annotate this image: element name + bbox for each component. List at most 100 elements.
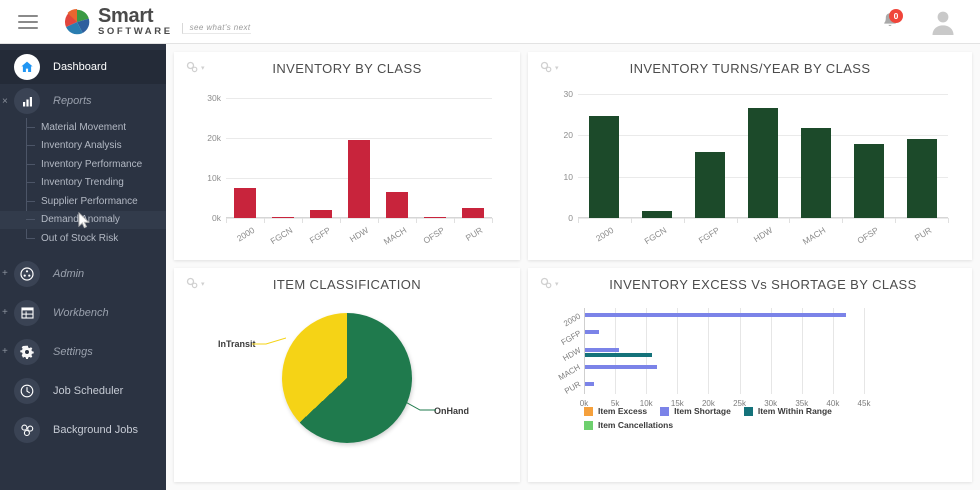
header-actions: 0 bbox=[880, 7, 958, 37]
panel-excess-vs-shortage: ▾ INVENTORY EXCESS Vs SHORTAGE BY CLASS … bbox=[528, 268, 972, 482]
chart-settings-icon[interactable]: ▾ bbox=[540, 61, 559, 74]
pie-leader-intransit bbox=[252, 337, 286, 345]
sidebar-subitem-inventory-performance[interactable]: Inventory Performance bbox=[0, 155, 166, 174]
x-axis-tick bbox=[378, 218, 379, 223]
x-axis-tick-label: 40k bbox=[826, 399, 840, 408]
bar[interactable] bbox=[906, 139, 937, 218]
bar[interactable] bbox=[424, 216, 446, 218]
sidebar-item-label: Workbench bbox=[53, 306, 109, 319]
chevron-down-icon: ▾ bbox=[555, 64, 559, 72]
sidebar-item-workbench[interactable]: + Workbench bbox=[0, 296, 166, 330]
hamburger-icon[interactable] bbox=[18, 14, 38, 29]
bar-chart-inventory-turns: 0 10 20 30 2000 FGCN FGFP HDW MACH OFSP PUR bbox=[564, 89, 949, 247]
legend-item[interactable]: Item Cancellations bbox=[584, 420, 673, 430]
submenu-tick bbox=[26, 126, 35, 128]
bar[interactable] bbox=[585, 352, 653, 357]
x-axis-tick bbox=[340, 218, 341, 223]
top-header: Smart SOFTWARE see what's next 0 bbox=[0, 0, 980, 44]
settings-expand-toggle[interactable]: + bbox=[2, 346, 8, 357]
sidebar-item-dashboard[interactable]: Dashboard bbox=[0, 50, 166, 84]
user-avatar[interactable] bbox=[928, 7, 958, 37]
bar[interactable] bbox=[585, 364, 657, 369]
legend-swatch bbox=[584, 406, 593, 416]
bar[interactable] bbox=[800, 127, 831, 218]
chart-settings-icon[interactable]: ▾ bbox=[186, 277, 205, 290]
panel-inventory-by-class: ▾ INVENTORY BY CLASS 0k 10k 20k 30k 2000 FGCN… bbox=[174, 52, 520, 260]
bar[interactable] bbox=[234, 187, 256, 218]
y-axis-tick-label: MACH bbox=[557, 362, 583, 383]
x-axis-tick-label: 25k bbox=[733, 399, 746, 408]
reports-collapse-toggle[interactable]: × bbox=[2, 95, 8, 107]
x-axis-tick bbox=[948, 218, 949, 223]
bar[interactable] bbox=[462, 208, 484, 218]
sidebar-subitem-label: Material Movement bbox=[41, 121, 127, 133]
admin-expand-toggle[interactable]: + bbox=[2, 268, 8, 279]
bar[interactable] bbox=[589, 115, 620, 218]
chart-settings-icon[interactable]: ▾ bbox=[186, 61, 205, 74]
submenu-tick bbox=[26, 200, 35, 202]
brand-subname: SOFTWARE bbox=[98, 26, 173, 38]
admin-icon bbox=[14, 260, 40, 287]
sidebar-subitem-supplier-performance[interactable]: Supplier Performance bbox=[0, 192, 166, 211]
sidebar-subitem-material-movement[interactable]: Material Movement bbox=[0, 118, 166, 137]
gridline bbox=[770, 308, 772, 394]
sidebar-subitem-inventory-trending[interactable]: Inventory Trending bbox=[0, 174, 166, 193]
legend-item[interactable]: Item Shortage bbox=[660, 406, 731, 416]
sidebar-subitem-out-of-stock-risk[interactable]: Out of Stock Risk bbox=[0, 229, 166, 248]
sidebar-item-label: Job Scheduler bbox=[53, 384, 124, 397]
bar[interactable] bbox=[585, 382, 594, 386]
chart-settings-icon[interactable]: ▾ bbox=[540, 277, 559, 290]
workbench-expand-toggle[interactable]: + bbox=[2, 307, 8, 318]
notifications-button[interactable]: 0 bbox=[880, 8, 903, 33]
sidebar-item-background-jobs[interactable]: Background Jobs bbox=[0, 413, 166, 447]
gridline bbox=[864, 308, 865, 394]
bar[interactable] bbox=[272, 216, 294, 218]
x-axis-tick-label: OFSP bbox=[421, 225, 447, 246]
gridline bbox=[226, 218, 492, 219]
bar[interactable] bbox=[348, 140, 370, 218]
legend-item[interactable]: Item Within Range bbox=[743, 406, 832, 416]
bar[interactable] bbox=[695, 151, 726, 218]
bar[interactable] bbox=[310, 210, 332, 218]
bar[interactable] bbox=[386, 192, 408, 218]
bar[interactable] bbox=[642, 210, 673, 218]
pie-slices[interactable] bbox=[282, 313, 412, 443]
sidebar-item-reports[interactable]: × Reports bbox=[0, 84, 166, 118]
pie-label-intransit: InTransit bbox=[218, 339, 256, 349]
y-axis-tick-label: PUR bbox=[563, 379, 583, 397]
brand-name: Smart bbox=[98, 5, 154, 28]
panel-title: INVENTORY TURNS/YEAR BY CLASS bbox=[629, 61, 871, 76]
x-axis-tick bbox=[789, 218, 791, 223]
x-axis-tick-label: HDW bbox=[751, 225, 775, 245]
sidebar-subitem-demand-anomaly[interactable]: Demand Anomaly bbox=[0, 210, 166, 229]
panel-title: INVENTORY EXCESS Vs SHORTAGE BY CLASS bbox=[609, 277, 917, 292]
brand-logo[interactable]: Smart SOFTWARE see what's next bbox=[62, 6, 251, 37]
bar[interactable] bbox=[585, 330, 600, 335]
x-axis-tick bbox=[416, 218, 417, 223]
bar[interactable] bbox=[585, 313, 847, 318]
sidebar-subitem-inventory-analysis[interactable]: Inventory Analysis bbox=[0, 137, 166, 156]
x-axis-tick-label: 2000 bbox=[234, 225, 257, 244]
submenu-rail bbox=[26, 118, 27, 239]
legend-swatch bbox=[660, 406, 670, 416]
chevron-down-icon: ▾ bbox=[201, 64, 205, 72]
main-content: ▾ INVENTORY BY CLASS 0k 10k 20k 30k 2000 FGCN… bbox=[166, 44, 980, 490]
bar-chart-excess-shortage: 0k 5k 10k 15k 20k 25k 30k 35k 40k 45k 2000 FGFP HDW M… bbox=[557, 308, 870, 408]
y-axis-tick-label: FGFP bbox=[559, 328, 583, 347]
brand-tagline: see what's next bbox=[181, 22, 251, 34]
x-axis-tick bbox=[736, 218, 738, 223]
sidebar-item-admin[interactable]: + Admin bbox=[0, 257, 166, 291]
x-axis-tick bbox=[842, 218, 844, 223]
bar[interactable] bbox=[585, 347, 620, 352]
gridline bbox=[739, 308, 741, 394]
bar[interactable] bbox=[853, 143, 884, 218]
sidebar-item-settings[interactable]: + Settings bbox=[0, 335, 166, 369]
x-axis-tick bbox=[630, 218, 632, 223]
bar[interactable] bbox=[748, 107, 778, 218]
sidebar-item-job-scheduler[interactable]: Job Scheduler bbox=[0, 374, 166, 408]
x-axis-tick-label: 45k bbox=[857, 399, 871, 408]
y-axis-tick-label: 0 bbox=[568, 213, 573, 223]
chart-legend: Item Excess Item Shortage Item Within Rang… bbox=[584, 406, 854, 430]
jobs-icon bbox=[14, 416, 40, 443]
legend-item[interactable]: Item Excess bbox=[584, 406, 647, 416]
